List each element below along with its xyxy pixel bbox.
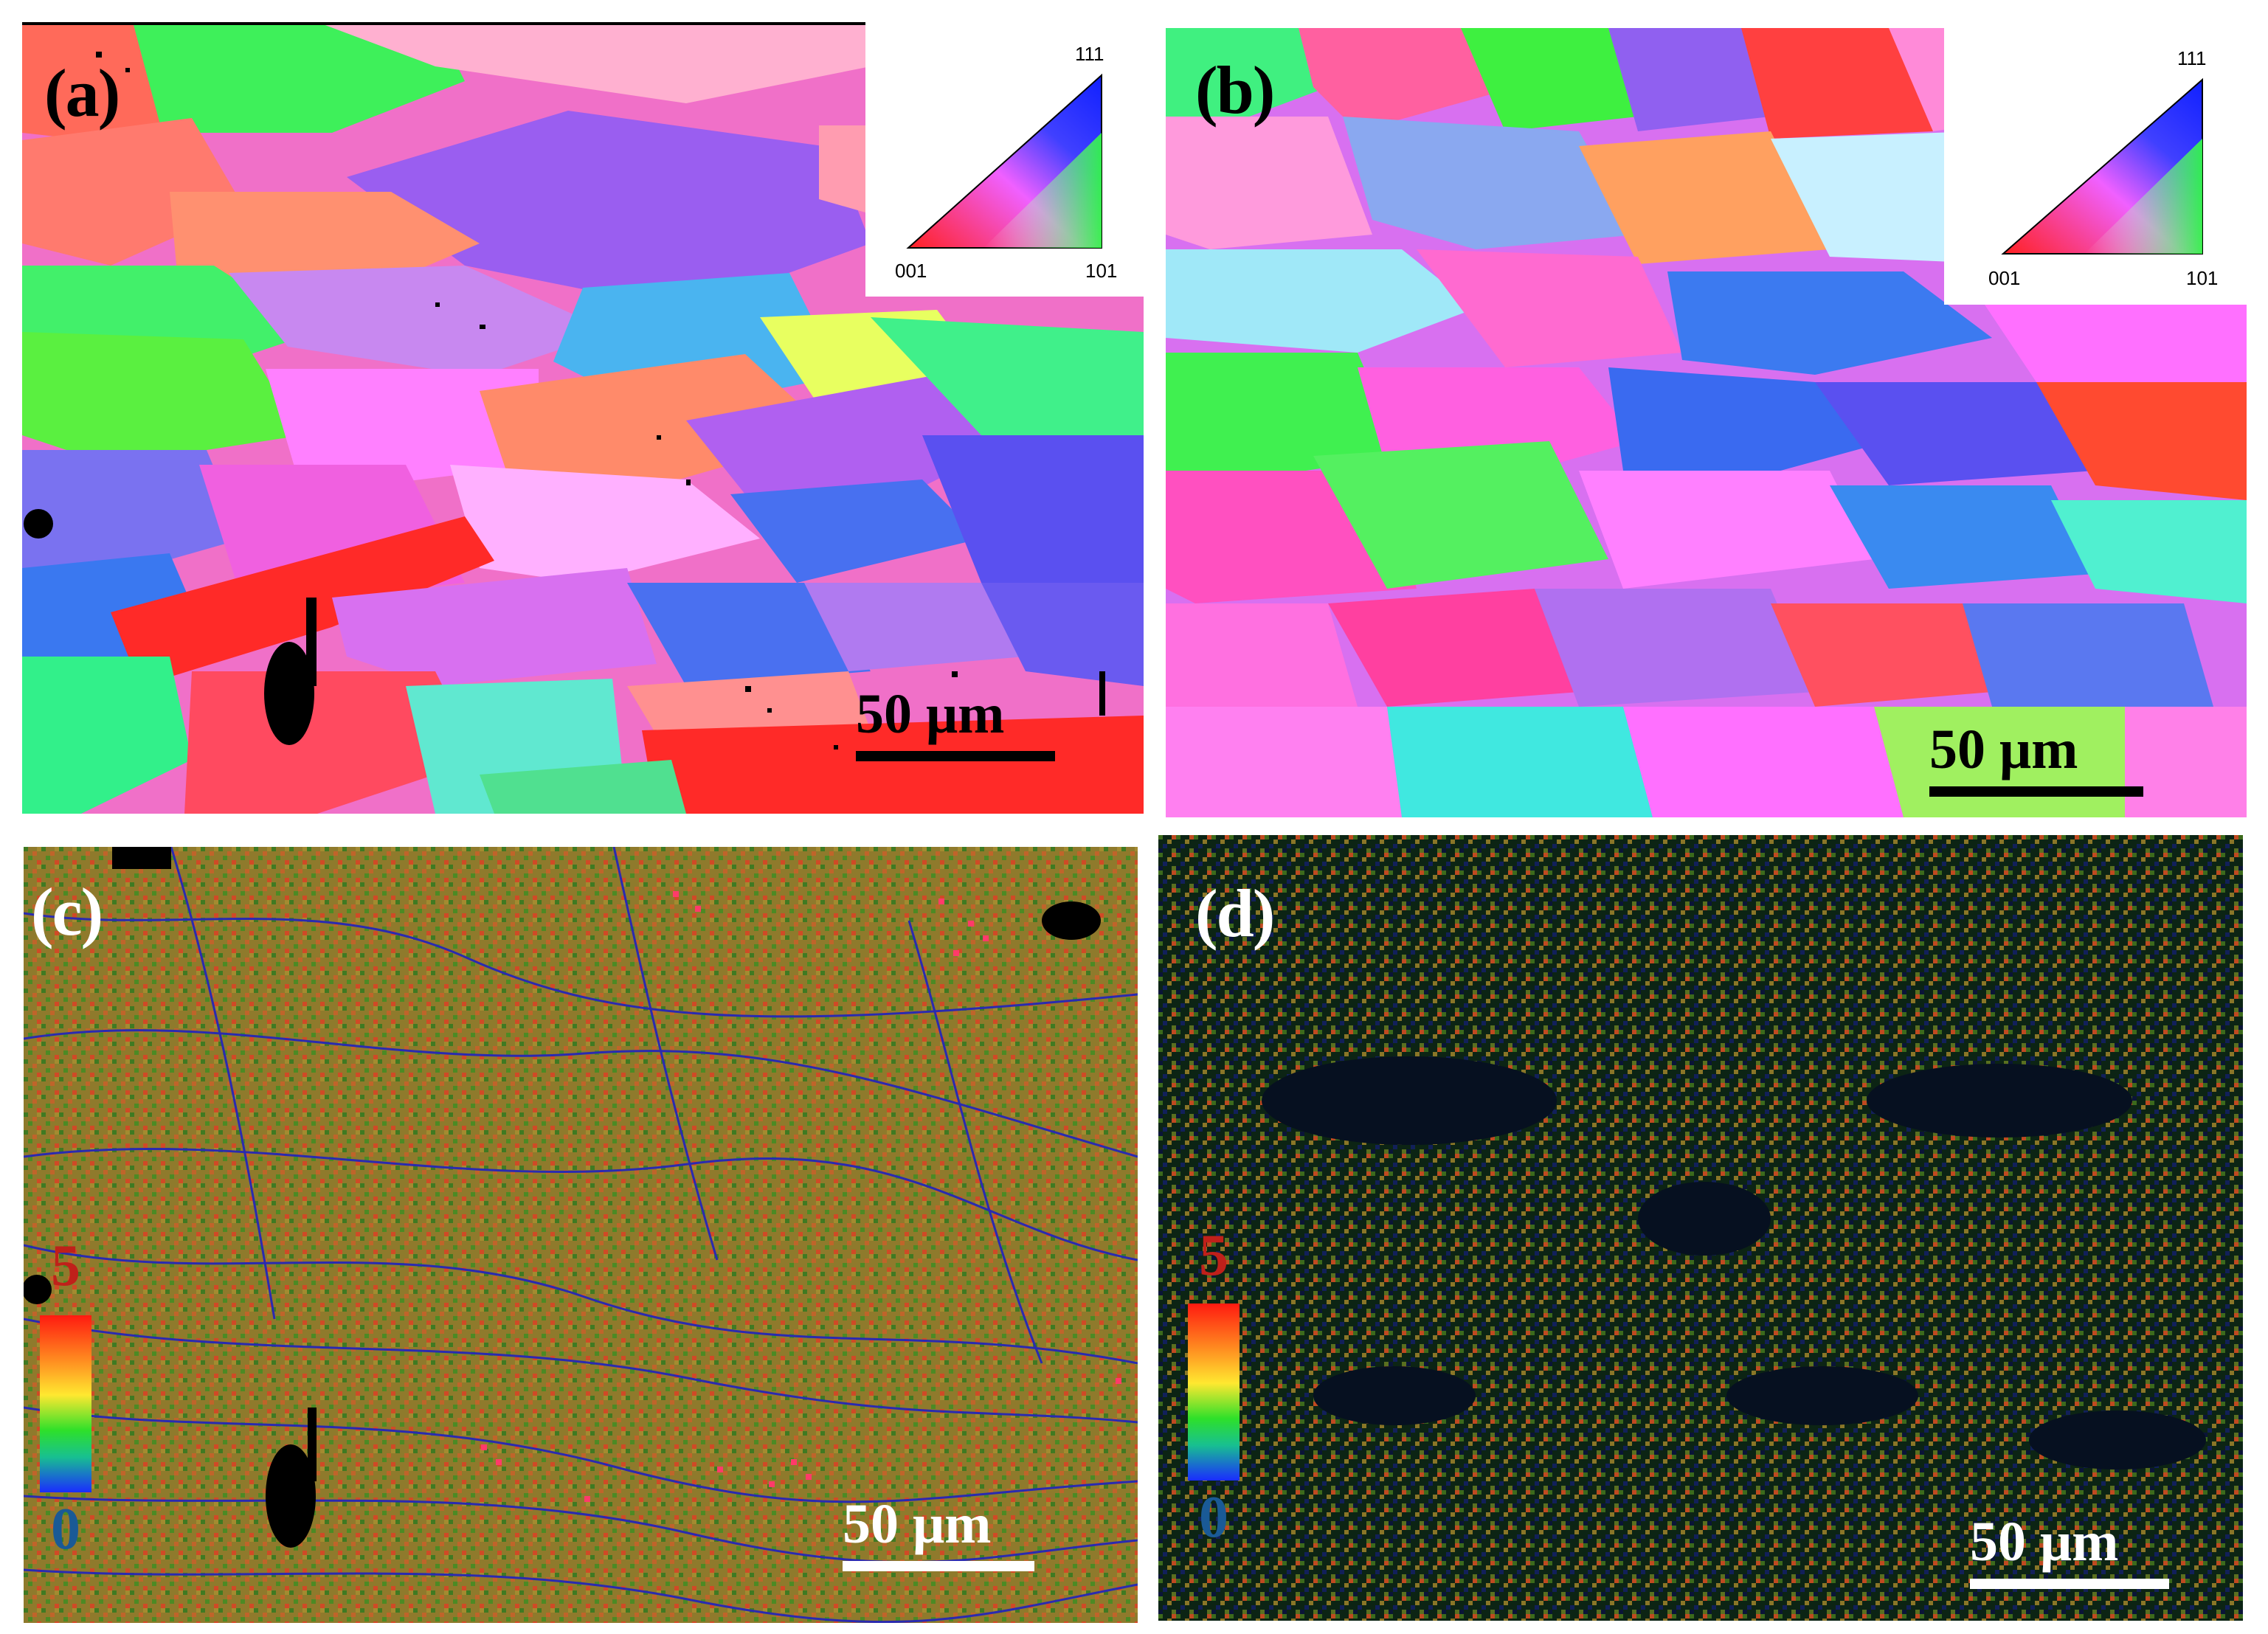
dark-regions-c	[24, 847, 1101, 1548]
panel-label-c: (c)	[31, 874, 103, 949]
ipf-map-b-image	[1166, 28, 2247, 817]
scale-bar-line-c	[843, 1561, 1034, 1571]
panel-label-b: (b)	[1195, 52, 1275, 128]
ipf-key-001-b: 001	[1988, 267, 2020, 289]
kam-map-d-image	[1158, 835, 2243, 1621]
ipf-map-panel-b: 111 001 101 (b) 50 μm	[1166, 28, 2247, 817]
dark-regions-d	[1262, 1056, 2206, 1469]
colorbar-min-label-c: 0	[51, 1497, 80, 1562]
ipf-color-key-b: 111 001 101	[1944, 28, 2247, 305]
scale-bar-b: 50 μm	[1929, 721, 2143, 797]
grain-boundaries-c	[24, 847, 1138, 1623]
colorbar-gradient-c	[40, 1315, 91, 1492]
panel-label-d: (d)	[1195, 876, 1275, 951]
kam-colorbar-d: 5 0	[1188, 1226, 1240, 1547]
ipf-map-panel-a: 111 001 101 (a) 50 μm	[22, 22, 1144, 814]
scale-bar-a: 50 μm	[856, 686, 1055, 761]
unindexed-points-a	[22, 22, 1144, 750]
ipf-key-101-a: 101	[1085, 260, 1117, 282]
scale-bar-c: 50 μm	[843, 1496, 1034, 1571]
scale-bar-line-b	[1929, 786, 2143, 797]
ipf-color-key-a: 111 001 101	[865, 22, 1144, 297]
scale-bar-d: 50 μm	[1970, 1514, 2169, 1589]
kam-map-panel-d: 5 0 (d) 50 μm	[1158, 835, 2243, 1621]
kam-colorbar-c: 5 0	[40, 1236, 91, 1559]
colorbar-max-label-d: 5	[1199, 1223, 1228, 1288]
ipf-key-101-b: 101	[2186, 267, 2218, 289]
high-kam-points-c	[481, 891, 1121, 1502]
ipf-key-111-a: 111	[1075, 43, 1104, 65]
colorbar-gradient-d	[1188, 1304, 1240, 1481]
kam-map-c-image	[24, 847, 1138, 1623]
scale-bar-line-d	[1970, 1579, 2169, 1589]
kam-map-panel-c: 5 0 (c) 50 μm	[24, 847, 1138, 1623]
grains-a	[22, 22, 1144, 814]
scale-bar-line-a	[856, 751, 1055, 761]
colorbar-min-label-d: 0	[1199, 1485, 1228, 1550]
scale-bar-label-c: 50 μm	[843, 1493, 992, 1555]
scale-bar-label-a: 50 μm	[856, 683, 1005, 745]
scale-bar-label-d: 50 μm	[1970, 1511, 2119, 1573]
ipf-key-001-a: 001	[895, 260, 927, 282]
colorbar-max-label-c: 5	[51, 1233, 80, 1298]
ipf-key-111-b: 111	[2177, 47, 2207, 69]
scale-bar-label-b: 50 μm	[1929, 719, 2078, 780]
grains-b	[1166, 28, 2247, 817]
panel-label-a: (a)	[44, 55, 120, 131]
